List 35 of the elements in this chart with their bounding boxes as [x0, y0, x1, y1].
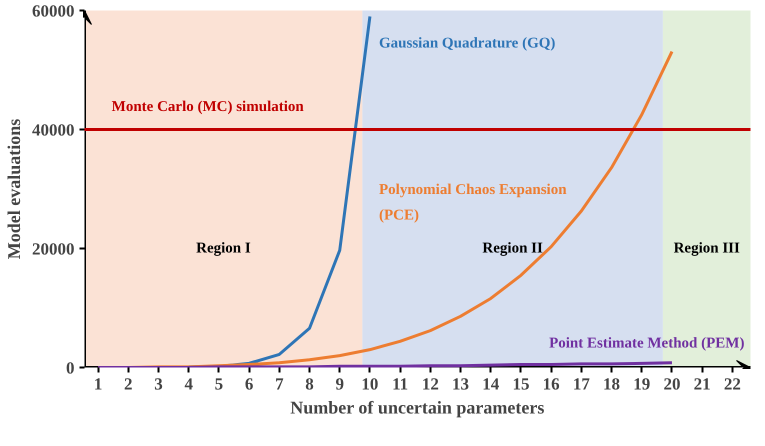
x-tick-label: 21: [694, 374, 711, 394]
series-label: Gaussian Quadrature (GQ): [378, 35, 556, 52]
band-label: Region II: [482, 240, 544, 256]
y-axis-title: Model evaluations: [4, 118, 24, 260]
x-tick-label: 2: [124, 374, 133, 394]
x-tick-label: 8: [305, 374, 314, 394]
x-tick-label: 10: [361, 374, 378, 394]
band-label: Region III: [674, 240, 740, 256]
y-tick-label: 60000: [32, 2, 74, 20]
band-label: Region I: [196, 240, 251, 256]
x-tick-label: 12: [422, 374, 439, 394]
ref-line-label: Monte Carlo (MC) simulation: [112, 99, 304, 116]
series-label: Polynomial Chaos Expansion (PCE): [378, 182, 568, 224]
x-tick-label: 11: [392, 374, 408, 394]
y-tick-label: 20000: [32, 240, 74, 258]
x-tick-label: 15: [512, 374, 530, 394]
x-tick-label: 5: [214, 374, 224, 394]
x-tick-label: 13: [452, 374, 470, 394]
x-tick-label: 16: [542, 374, 560, 394]
y-tick-label: 0: [66, 358, 74, 378]
x-tick-label: 19: [633, 374, 650, 394]
x-tick-label: 6: [244, 374, 254, 394]
x-tick-label: 9: [335, 374, 344, 394]
x-axis-title: Number of uncertain parameters: [290, 398, 544, 418]
x-tick-label: 18: [603, 374, 620, 394]
x-tick-label: 17: [572, 374, 590, 394]
x-tick-label: 4: [184, 374, 194, 394]
series-label: Point Estimate Method (PEM): [549, 335, 744, 352]
x-tick-label: 1: [94, 374, 102, 394]
x-tick-label: 3: [154, 374, 163, 394]
x-tick-label: 7: [275, 374, 284, 394]
x-tick-label: 20: [663, 374, 680, 394]
x-tick-label: 14: [482, 374, 500, 394]
x-tick-label: 22: [724, 374, 741, 394]
y-tick-label: 40000: [32, 120, 74, 140]
